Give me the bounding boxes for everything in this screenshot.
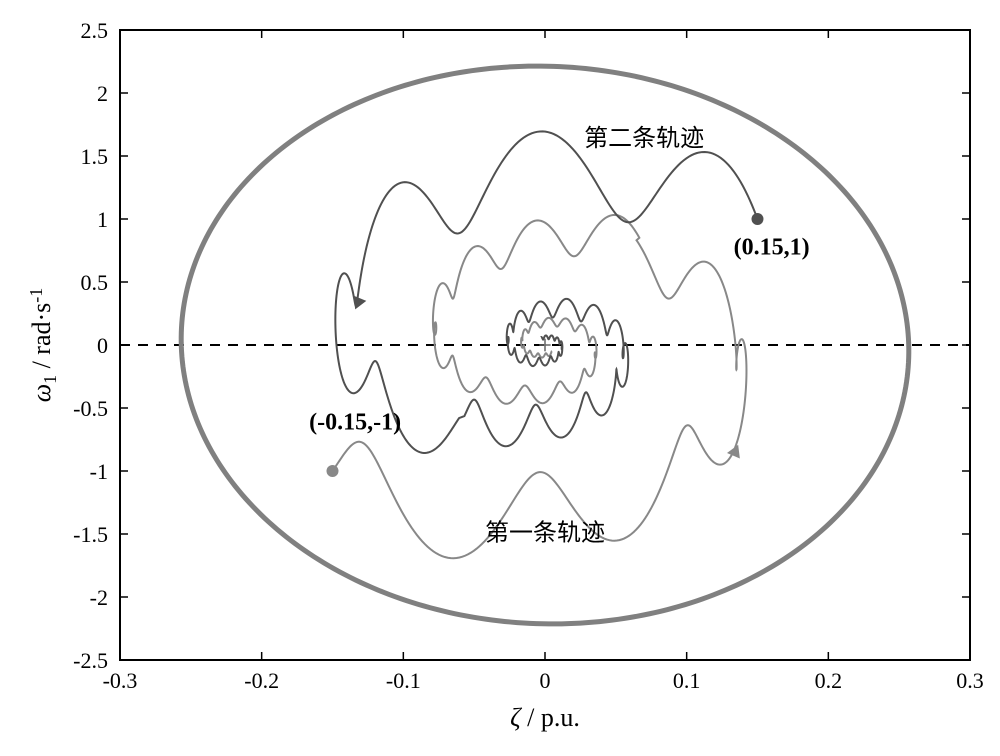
trajectory-1-start-marker: [327, 465, 339, 477]
trajectory-arrow: [353, 296, 366, 310]
x-tick-label: 0.2: [815, 668, 843, 693]
y-tick-label: -0.5: [73, 396, 108, 421]
trajectory-arrow: [727, 445, 740, 459]
x-tick-label: 0.1: [673, 668, 701, 693]
trajectory-2-label: 第二条轨迹: [584, 125, 704, 152]
phase-portrait-chart: -0.3-0.2-0.100.10.20.3-2.5-2-1.5-1-0.500…: [0, 0, 1000, 756]
y-tick-label: 1: [97, 207, 108, 232]
y-tick-label: 2: [97, 81, 108, 106]
trajectory-1: [333, 215, 747, 558]
trajectory-2: [335, 131, 757, 453]
trajectory-2-start-marker: [752, 213, 764, 225]
x-tick-label: 0.3: [956, 668, 984, 693]
y-tick-label: 0: [97, 333, 108, 358]
y-tick-label: -1: [90, 459, 108, 484]
y-tick-label: 2.5: [81, 18, 109, 43]
y-tick-label: 0.5: [81, 270, 109, 295]
x-tick-label: 0: [540, 668, 551, 693]
trajectory-1-start-label: (-0.15,-1): [309, 409, 401, 435]
x-tick-label: -0.2: [244, 668, 279, 693]
y-tick-label: -1.5: [73, 522, 108, 547]
x-axis-label: ζ / p.u.: [510, 703, 580, 732]
y-axis-label: ω1 / rad·s-1: [26, 288, 60, 403]
y-tick-label: -2.5: [73, 648, 108, 673]
trajectory-2-start-label: (0.15,1): [734, 234, 810, 260]
trajectory-1-label: 第一条轨迹: [485, 519, 605, 546]
x-tick-label: -0.1: [386, 668, 421, 693]
chart-container: -0.3-0.2-0.100.10.20.3-2.5-2-1.5-1-0.500…: [0, 0, 1000, 756]
y-tick-label: 1.5: [81, 144, 109, 169]
y-tick-label: -2: [90, 585, 108, 610]
